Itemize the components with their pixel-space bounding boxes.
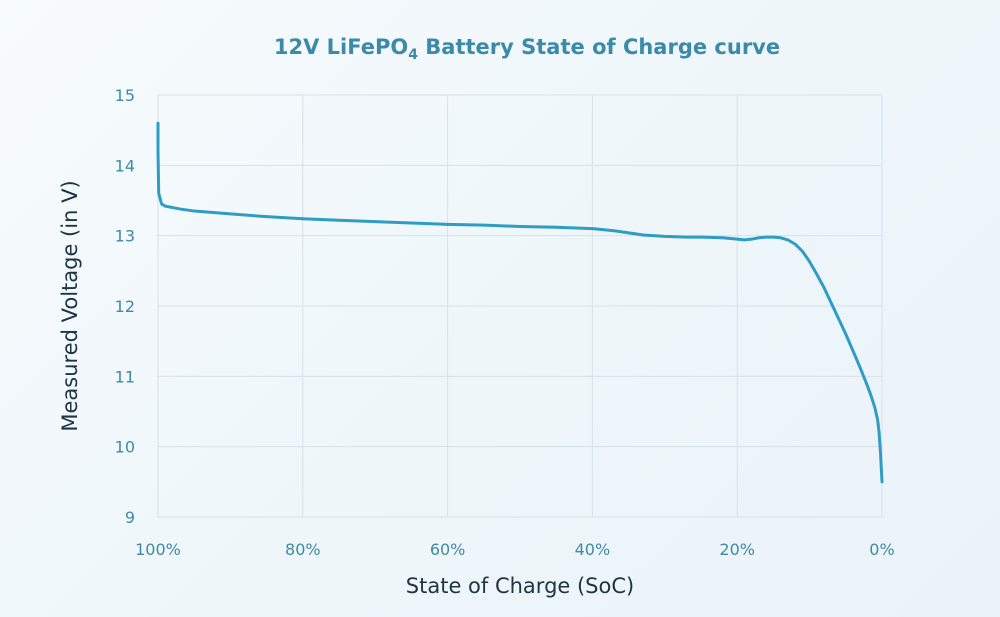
x-axis-ticks: 100% 80% 60% 40% 20% 0%	[135, 540, 895, 559]
x-tick-label: 80%	[285, 540, 321, 559]
series-line-0	[156, 121, 884, 484]
grid	[157, 94, 883, 518]
chart-title-subscript: 4	[408, 47, 418, 63]
x-tick-label: 20%	[719, 540, 755, 559]
x-axis-title: State of Charge (SoC)	[406, 574, 634, 598]
x-tick-label: 60%	[430, 540, 466, 559]
chart-title-prefix: 12V LiFePO	[274, 35, 408, 59]
chart-title-suffix: Battery State of Charge curve	[418, 35, 780, 59]
x-tick-label: 40%	[575, 540, 611, 559]
y-tick-label: 11	[115, 367, 135, 386]
y-tick-label: 9	[125, 508, 135, 527]
y-tick-label: 14	[115, 156, 135, 175]
y-tick-label: 10	[115, 438, 135, 457]
chart-title: 12V LiFePO4 Battery State of Charge curv…	[274, 35, 780, 63]
x-tick-label: 0%	[869, 540, 894, 559]
y-tick-label: 15	[115, 86, 135, 105]
x-tick-label: 100%	[135, 540, 181, 559]
y-axis-title: Measured Voltage (in V)	[58, 180, 82, 431]
y-tick-label: 12	[115, 297, 135, 316]
series-group	[156, 121, 884, 484]
y-axis-ticks: 9 10 11 12 13 14 15	[115, 86, 135, 527]
y-tick-label: 13	[115, 227, 135, 246]
